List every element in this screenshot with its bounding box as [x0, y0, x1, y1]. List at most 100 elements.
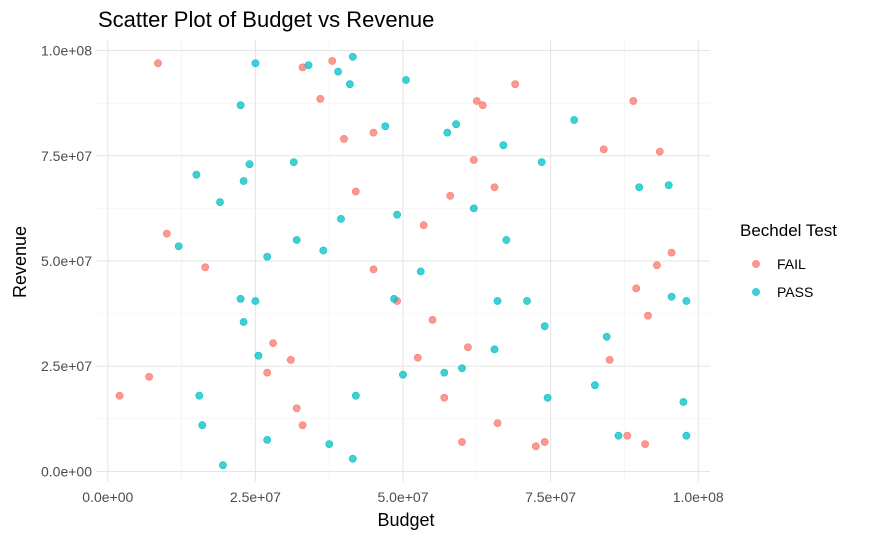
point-fail [413, 353, 422, 362]
point-pass [348, 52, 357, 61]
point-fail [115, 391, 124, 400]
point-pass [251, 59, 260, 68]
point-fail [419, 221, 428, 230]
point-pass [348, 454, 357, 463]
point-pass [393, 210, 401, 219]
point-pass [490, 345, 499, 354]
point-pass [263, 435, 272, 444]
point-fail [531, 442, 540, 451]
x-tick-label: 7.5e+07 [525, 489, 576, 505]
point-fail [351, 187, 360, 196]
point-pass [679, 398, 688, 406]
point-fail [629, 97, 638, 105]
point-pass [216, 198, 224, 206]
point-pass [635, 183, 644, 192]
point-fail [201, 263, 210, 272]
point-pass [443, 128, 452, 137]
point-pass [292, 236, 301, 244]
point-fail [162, 229, 171, 238]
point-fail [540, 438, 549, 446]
point-pass [174, 242, 183, 251]
point-fail [511, 80, 520, 89]
point-fail [328, 57, 337, 65]
point-pass [523, 297, 531, 305]
point-fail [653, 261, 661, 270]
point-pass [251, 297, 260, 305]
point-fail [145, 372, 153, 381]
point-fail [428, 315, 437, 324]
legend-label-pass: PASS [777, 284, 813, 300]
point-fail [655, 147, 664, 156]
data-points [115, 52, 691, 470]
point-fail [316, 95, 325, 103]
point-fail [340, 134, 348, 143]
x-tick-label: 2.5e+07 [230, 489, 281, 505]
point-pass [304, 61, 313, 70]
point-pass [319, 246, 328, 255]
y-axis-title: Revenue [10, 226, 30, 298]
point-pass [499, 141, 508, 150]
point-fail [623, 431, 632, 440]
point-pass [591, 381, 599, 390]
point-pass [416, 267, 425, 276]
point-pass [440, 368, 449, 377]
point-pass [614, 431, 623, 440]
y-tick-label: 5.0e+07 [41, 253, 92, 269]
point-pass [664, 181, 673, 190]
point-fail [286, 355, 295, 364]
y-tick-label: 7.5e+07 [41, 148, 92, 164]
point-fail [469, 156, 478, 164]
point-pass [325, 440, 334, 448]
point-pass [543, 393, 552, 402]
point-pass [667, 292, 676, 301]
point-fail [493, 419, 502, 427]
legend: Bechdel Test FAIL PASS [740, 221, 837, 300]
point-pass [452, 120, 460, 129]
point-fail [446, 191, 455, 200]
x-tick-label: 5.0e+07 [378, 489, 429, 505]
point-pass [245, 160, 254, 169]
point-pass [537, 158, 546, 166]
point-pass [493, 297, 502, 305]
point-pass [351, 391, 360, 400]
point-fail [269, 339, 277, 347]
point-pass [198, 421, 207, 430]
point-fail [632, 284, 641, 293]
point-fail [641, 440, 649, 448]
x-tick-label: 0.0e+00 [82, 489, 133, 505]
point-fail [263, 368, 272, 377]
point-fail [478, 101, 487, 110]
y-axis-ticks: 0.0e+00 2.5e+07 5.0e+07 7.5e+07 1.0e+08 [41, 43, 92, 480]
legend-title: Bechdel Test [740, 221, 837, 240]
point-pass [682, 297, 691, 305]
point-fail [463, 343, 472, 352]
point-pass [399, 370, 407, 379]
point-fail [298, 421, 307, 430]
point-pass [334, 67, 342, 76]
point-pass [345, 80, 354, 89]
point-fail [440, 393, 449, 402]
point-pass [570, 116, 579, 124]
point-pass [390, 294, 398, 303]
point-pass [540, 322, 549, 331]
y-tick-label: 1.0e+08 [41, 43, 92, 59]
y-tick-label: 2.5e+07 [41, 358, 92, 374]
point-pass [218, 461, 227, 470]
point-pass [458, 364, 466, 373]
point-fail [605, 355, 614, 364]
legend-key-fail [752, 260, 760, 268]
x-axis-title: Budget [377, 510, 434, 530]
y-tick-label: 0.0e+00 [41, 463, 92, 479]
point-pass [602, 332, 611, 341]
point-pass [502, 236, 511, 244]
point-fail [458, 438, 466, 446]
point-pass [254, 351, 263, 360]
point-pass [682, 431, 691, 440]
grid [96, 40, 710, 482]
point-fail [472, 97, 481, 105]
point-fail [369, 265, 378, 274]
point-fail [599, 145, 608, 154]
point-pass [192, 170, 201, 179]
legend-key-pass [752, 288, 760, 296]
